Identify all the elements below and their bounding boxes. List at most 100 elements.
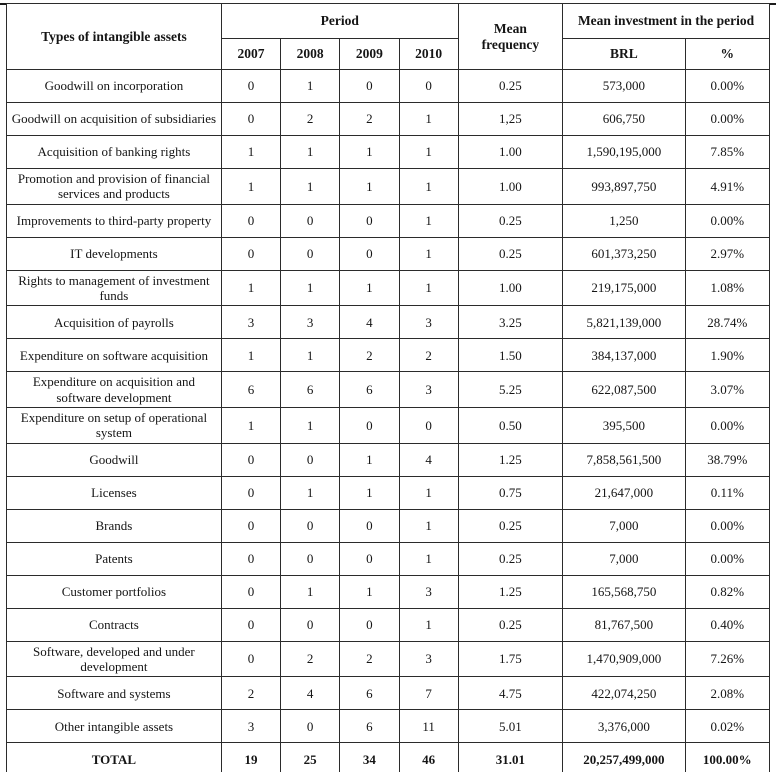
table-cell: 1 bbox=[280, 574, 341, 609]
table-cell: 1.25 bbox=[457, 574, 564, 609]
table-cell: 31.01 bbox=[457, 742, 564, 772]
table-cell: 0.00% bbox=[684, 69, 771, 103]
table-cell: 4 bbox=[398, 442, 459, 477]
table-row: Brands 0 0 0 1 0.25 7,000 0.00% bbox=[6, 508, 771, 543]
header-year-2007: 2007 bbox=[220, 38, 282, 70]
table-cell: 3 bbox=[398, 305, 459, 340]
table-cell: 1 bbox=[280, 269, 341, 307]
intangible-assets-table: Types of intangible assets Period Mean f… bbox=[6, 3, 771, 772]
table-cell: 0 bbox=[280, 607, 341, 642]
table-row: IT developments 0 0 0 1 0.25 601,373,250… bbox=[6, 236, 771, 271]
table-cell: 1 bbox=[220, 406, 282, 444]
table-cell: 1,250 bbox=[562, 203, 686, 238]
table-cell: 1 bbox=[398, 102, 459, 136]
asset-type-cell: Software and systems bbox=[6, 676, 222, 711]
asset-type-cell: Brands bbox=[6, 508, 222, 543]
table-cell: 2.97% bbox=[684, 236, 771, 271]
table-cell: 0 bbox=[220, 102, 282, 136]
table-cell: 0.00% bbox=[684, 203, 771, 238]
table-cell: 1 bbox=[220, 135, 282, 169]
table-cell: 7,858,561,500 bbox=[562, 442, 686, 477]
table-cell: 2.08% bbox=[684, 676, 771, 711]
table-cell: 0 bbox=[398, 69, 459, 103]
header-brl: BRL bbox=[562, 38, 686, 70]
table-row: Expenditure on software acquisition 1 1 … bbox=[6, 338, 771, 373]
table-cell: 0 bbox=[339, 236, 400, 271]
table-cell: 4.75 bbox=[457, 676, 564, 711]
table-cell: 0 bbox=[280, 541, 341, 576]
table-cell: 2 bbox=[280, 640, 341, 678]
table-cell: 395,500 bbox=[562, 406, 686, 444]
table-cell: 0 bbox=[280, 203, 341, 238]
table-cell: 0 bbox=[398, 406, 459, 444]
table-cell: 1 bbox=[398, 541, 459, 576]
header-period: Period bbox=[220, 3, 459, 39]
table-cell: 606,750 bbox=[562, 102, 686, 136]
table-cell: 0.00% bbox=[684, 102, 771, 136]
table-cell: 2 bbox=[280, 102, 341, 136]
table-cell: 1 bbox=[220, 269, 282, 307]
table-cell: 601,373,250 bbox=[562, 236, 686, 271]
table-cell: 11 bbox=[398, 709, 459, 744]
table-cell: 0.02% bbox=[684, 709, 771, 744]
header-percent: % bbox=[684, 38, 771, 70]
table-cell: 1 bbox=[280, 69, 341, 103]
table-cell: 4 bbox=[339, 305, 400, 340]
table-cell: 6 bbox=[339, 676, 400, 711]
table-row: Improvements to third-party property 0 0… bbox=[6, 203, 771, 238]
asset-type-cell: Patents bbox=[6, 541, 222, 576]
table-cell: 0 bbox=[339, 541, 400, 576]
table-cell: 0 bbox=[220, 508, 282, 543]
header-mean-frequency: Mean frequency bbox=[457, 3, 564, 70]
table-cell: 0 bbox=[339, 607, 400, 642]
table-cell: 7,000 bbox=[562, 508, 686, 543]
table-cell: 1 bbox=[398, 236, 459, 271]
table-row: Goodwill 0 0 1 4 1.25 7,858,561,500 38.7… bbox=[6, 442, 771, 477]
table-cell: 0 bbox=[220, 475, 282, 510]
header-year-2009: 2009 bbox=[339, 38, 400, 70]
table-cell: 1.00 bbox=[457, 135, 564, 169]
table-cell: 5.25 bbox=[457, 371, 564, 408]
asset-type-cell: Promotion and provision of financial ser… bbox=[6, 168, 222, 205]
table-row: Acquisition of banking rights 1 1 1 1 1.… bbox=[6, 135, 771, 169]
table-cell: 0.00% bbox=[684, 541, 771, 576]
table-cell: 0.25 bbox=[457, 541, 564, 576]
table-cell: 1,25 bbox=[457, 102, 564, 136]
table-cell: 0.40% bbox=[684, 607, 771, 642]
table-cell: 1.75 bbox=[457, 640, 564, 678]
table-cell: 0 bbox=[339, 69, 400, 103]
table-cell: 0 bbox=[220, 236, 282, 271]
asset-type-cell: Acquisition of payrolls bbox=[6, 305, 222, 340]
table-cell: 81,767,500 bbox=[562, 607, 686, 642]
table-cell: 0.75 bbox=[457, 475, 564, 510]
header-row-bottom: 2007 2008 2009 2010 BRL % bbox=[7, 38, 771, 70]
table-cell: 6 bbox=[339, 709, 400, 744]
asset-type-cell: Expenditure on acquisition and software … bbox=[6, 371, 222, 408]
table-cell: 20,257,499,000 bbox=[562, 742, 686, 772]
table-cell: 0 bbox=[220, 574, 282, 609]
table-cell: 2 bbox=[339, 640, 400, 678]
table-cell: 0.11% bbox=[684, 475, 771, 510]
table-cell: 28.74% bbox=[684, 305, 771, 340]
table-row: Licenses 0 1 1 1 0.75 21,647,000 0.11% bbox=[6, 475, 771, 510]
table-cell: 21,647,000 bbox=[562, 475, 686, 510]
table-cell: 0.25 bbox=[457, 236, 564, 271]
table-cell: 2 bbox=[339, 338, 400, 373]
table-cell: 384,137,000 bbox=[562, 338, 686, 373]
table-cell: 3 bbox=[280, 305, 341, 340]
table-row: Other intangible assets 3 0 6 11 5.01 3,… bbox=[6, 709, 771, 744]
table-cell: 622,087,500 bbox=[562, 371, 686, 408]
table-cell: 1 bbox=[398, 168, 459, 205]
asset-type-cell: Other intangible assets bbox=[6, 709, 222, 744]
asset-type-cell: Rights to management of investment funds bbox=[6, 269, 222, 307]
table-row: Customer portfolios 0 1 1 3 1.25 165,568… bbox=[6, 574, 771, 609]
table-cell: 1 bbox=[280, 475, 341, 510]
table-row: Goodwill on incorporation 0 1 0 0 0.25 5… bbox=[6, 69, 771, 103]
table-cell: 2 bbox=[220, 676, 282, 711]
table-cell: 1 bbox=[339, 135, 400, 169]
table-cell: 993,897,750 bbox=[562, 168, 686, 205]
table-cell: 1.90% bbox=[684, 338, 771, 373]
table-cell: 1 bbox=[398, 607, 459, 642]
table-cell: 0.25 bbox=[457, 607, 564, 642]
